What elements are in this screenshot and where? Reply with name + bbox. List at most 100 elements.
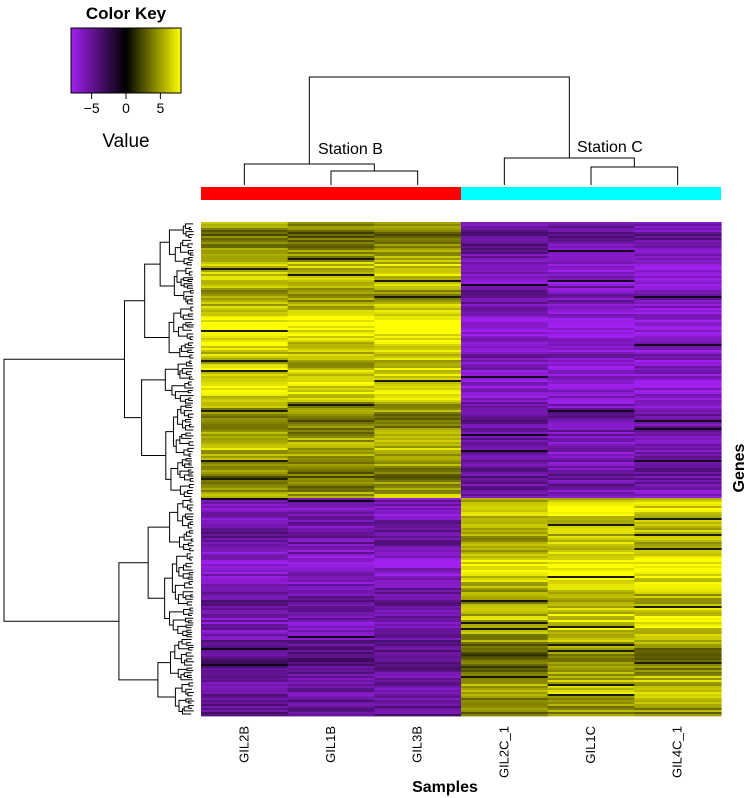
heatmap-cell: [201, 376, 289, 379]
heatmap-cell: [201, 648, 289, 651]
heatmap-cell: [374, 412, 462, 415]
heatmap-cell: [547, 240, 635, 243]
heatmap-cell: [287, 308, 375, 311]
heatmap-cell: [547, 422, 635, 425]
heatmap-cell: [287, 278, 375, 281]
heatmap-cell: [461, 588, 549, 591]
heatmap-cell: [201, 242, 289, 245]
row-dendro-branch: [180, 242, 189, 253]
column-label-gil2b: GIL2B: [236, 726, 251, 763]
heatmap-cell: [547, 524, 635, 527]
heatmap-cell: [461, 466, 549, 469]
heatmap-cell: [634, 328, 722, 331]
heatmap-cell: [201, 378, 289, 381]
heatmap-cell: [461, 668, 549, 671]
heatmap-cell: [201, 660, 289, 663]
heatmap-cell: [547, 298, 635, 301]
heatmap-cell: [461, 558, 549, 561]
heatmap-cell: [634, 408, 722, 411]
heatmap-cell: [287, 662, 375, 665]
heatmap-cell: [374, 276, 462, 279]
heatmap-cell: [287, 370, 375, 373]
heatmap-cell: [201, 262, 289, 265]
heatmap-cell: [461, 676, 549, 679]
row-dendro-branch: [179, 435, 190, 445]
heatmap-cell: [201, 266, 289, 269]
heatmap-cell: [201, 704, 289, 707]
heatmap-cell: [287, 504, 375, 507]
heatmap-cell: [287, 408, 375, 411]
heatmap-cell: [461, 706, 549, 709]
heatmap-cell: [201, 326, 289, 329]
heatmap-cell: [374, 468, 462, 471]
heatmap-cell: [287, 378, 375, 381]
heatmap-cell: [634, 378, 722, 381]
heatmap-cell: [374, 684, 462, 687]
heatmap-cell: [547, 356, 635, 359]
heatmap-cell: [374, 642, 462, 645]
heatmap-cell: [547, 226, 635, 229]
heatmap-cell: [634, 668, 722, 671]
heatmap-cell: [201, 382, 289, 385]
heatmap-cell: [374, 264, 462, 267]
heatmap-cell: [374, 340, 462, 343]
heatmap-cell: [201, 708, 289, 711]
heatmap-cell: [547, 714, 635, 717]
heatmap-cell: [547, 598, 635, 601]
heatmap-cell: [287, 382, 375, 385]
heatmap-cell: [201, 556, 289, 559]
heatmap-cell: [374, 480, 462, 483]
heatmap-cell: [547, 398, 635, 401]
heatmap-cell: [201, 702, 289, 705]
heatmap-cell: [201, 656, 289, 659]
heatmap-cell: [287, 298, 375, 301]
heatmap-cell: [634, 338, 722, 341]
heatmap-cell: [374, 688, 462, 691]
heatmap-cell: [287, 326, 375, 329]
heatmap-cell: [201, 650, 289, 653]
heatmap-cell: [461, 360, 549, 363]
heatmap-cell: [374, 552, 462, 555]
heatmap-cell: [634, 518, 722, 521]
heatmap-cell: [634, 326, 722, 329]
heatmap-cell: [634, 514, 722, 517]
heatmap-cell: [547, 416, 635, 419]
heatmap-cell: [547, 678, 635, 681]
heatmap-cell: [374, 556, 462, 559]
heatmap-cell: [374, 404, 462, 407]
heatmap-cell: [201, 358, 289, 361]
heatmap-cell: [374, 352, 462, 355]
heatmap-cell: [461, 224, 549, 227]
heatmap-cell: [461, 400, 549, 403]
row-dendro-branch: [185, 404, 193, 408]
heatmap-cell: [461, 500, 549, 503]
heatmap-cell: [634, 420, 722, 423]
heatmap-cell: [634, 572, 722, 575]
row-dendro-branch: [184, 382, 194, 389]
heatmap-cell: [201, 604, 289, 607]
row-dendro-branch: [187, 243, 194, 248]
heatmap-cell: [201, 278, 289, 281]
row-dendro-branch: [188, 423, 194, 428]
heatmap-cell: [634, 250, 722, 253]
heatmap-cell: [547, 674, 635, 677]
heatmap-cell: [287, 344, 375, 347]
heatmap-cell: [461, 270, 549, 273]
row-dendro-branch: [188, 226, 193, 231]
heatmap-cell: [287, 234, 375, 237]
heatmap-cell: [287, 316, 375, 319]
heatmap-cell: [287, 402, 375, 405]
heatmap-cell: [547, 552, 635, 555]
heatmap-cell: [374, 692, 462, 695]
heatmap-cell: [547, 600, 635, 603]
heatmap-cell: [634, 550, 722, 553]
heatmap-cell: [287, 276, 375, 279]
heatmap-cell: [287, 386, 375, 389]
heatmap-cell: [547, 606, 635, 609]
heatmap-cell: [461, 284, 549, 287]
heatmap-cell: [461, 392, 549, 395]
heatmap-cell: [634, 260, 722, 263]
heatmap-cell: [634, 690, 722, 693]
heatmap-cell: [374, 644, 462, 647]
heatmap-cell: [634, 312, 722, 315]
